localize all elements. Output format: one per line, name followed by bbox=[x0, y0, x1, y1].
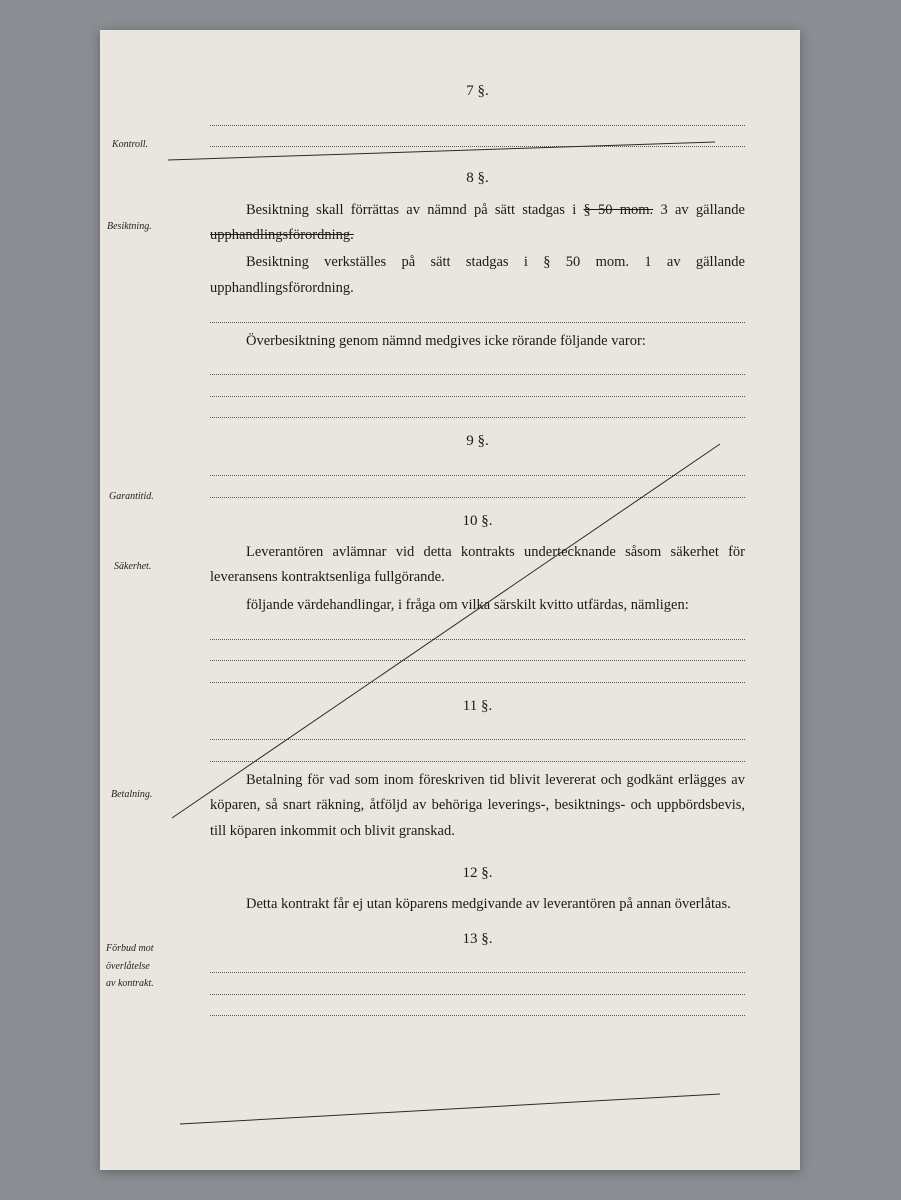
dotted-line bbox=[210, 461, 745, 477]
section-11-number: 11 §. bbox=[210, 693, 745, 719]
section-12-p1: Detta kontrakt får ej utan köparens medg… bbox=[210, 892, 745, 917]
dotted-line bbox=[210, 624, 745, 640]
struck-text: § 50 mom. bbox=[584, 202, 654, 218]
document-page: Kontroll. Besiktning. Garantitid. Säkerh… bbox=[100, 30, 800, 1170]
dotted-line bbox=[210, 403, 745, 419]
dotted-line bbox=[210, 381, 745, 397]
section-10-p1: Leverantören avlämnar vid detta kontrakt… bbox=[210, 540, 745, 591]
dotted-line bbox=[210, 1001, 745, 1017]
section-10-p2: följande värdehandlingar, i fråga om vil… bbox=[210, 593, 745, 618]
section-8-p2: Besiktning verkställes på sätt stadgas i… bbox=[210, 250, 745, 301]
dotted-line bbox=[210, 132, 745, 148]
margin-label-besiktning: Besiktning. bbox=[107, 218, 152, 236]
dotted-line bbox=[210, 979, 745, 995]
text: Besiktning skall förrättas av nämnd på s… bbox=[246, 202, 584, 218]
dotted-line bbox=[210, 746, 745, 762]
margin-label-garantitid: Garantitid. bbox=[109, 488, 154, 506]
section-9-number: 9 §. bbox=[210, 428, 745, 454]
section-10-number: 10 §. bbox=[210, 508, 745, 534]
dotted-line bbox=[210, 482, 745, 498]
section-8-p1: Besiktning skall förrättas av nämnd på s… bbox=[210, 198, 745, 249]
dotted-line bbox=[210, 110, 745, 126]
dotted-line bbox=[210, 646, 745, 662]
section-11-p1: Betalning för vad som inom föreskriven t… bbox=[210, 768, 745, 844]
margin-label-kontroll: Kontroll. bbox=[112, 136, 148, 154]
section-8-p3: Överbesiktning genom nämnd medgives icke… bbox=[210, 329, 745, 354]
section-8-number: 8 §. bbox=[210, 165, 745, 191]
margin-label-sakerhet: Säkerhet. bbox=[114, 558, 151, 576]
section-13-number: 13 §. bbox=[210, 926, 745, 952]
section-7-number: 7 §. bbox=[210, 78, 745, 104]
dotted-line bbox=[210, 725, 745, 741]
dotted-line bbox=[210, 307, 745, 323]
dotted-line bbox=[210, 667, 745, 683]
strike-line-3 bbox=[180, 1094, 720, 1124]
margin-label-betalning: Betalning. bbox=[111, 786, 152, 804]
dotted-line bbox=[210, 958, 745, 974]
dotted-line bbox=[210, 360, 745, 376]
struck-text: upphandlingsförordning. bbox=[210, 227, 354, 243]
section-12-number: 12 §. bbox=[210, 860, 745, 886]
text: 3 av gällande bbox=[653, 202, 745, 218]
margin-label-forbud: Förbud mot överlåtelse av kontrakt. bbox=[106, 940, 154, 993]
